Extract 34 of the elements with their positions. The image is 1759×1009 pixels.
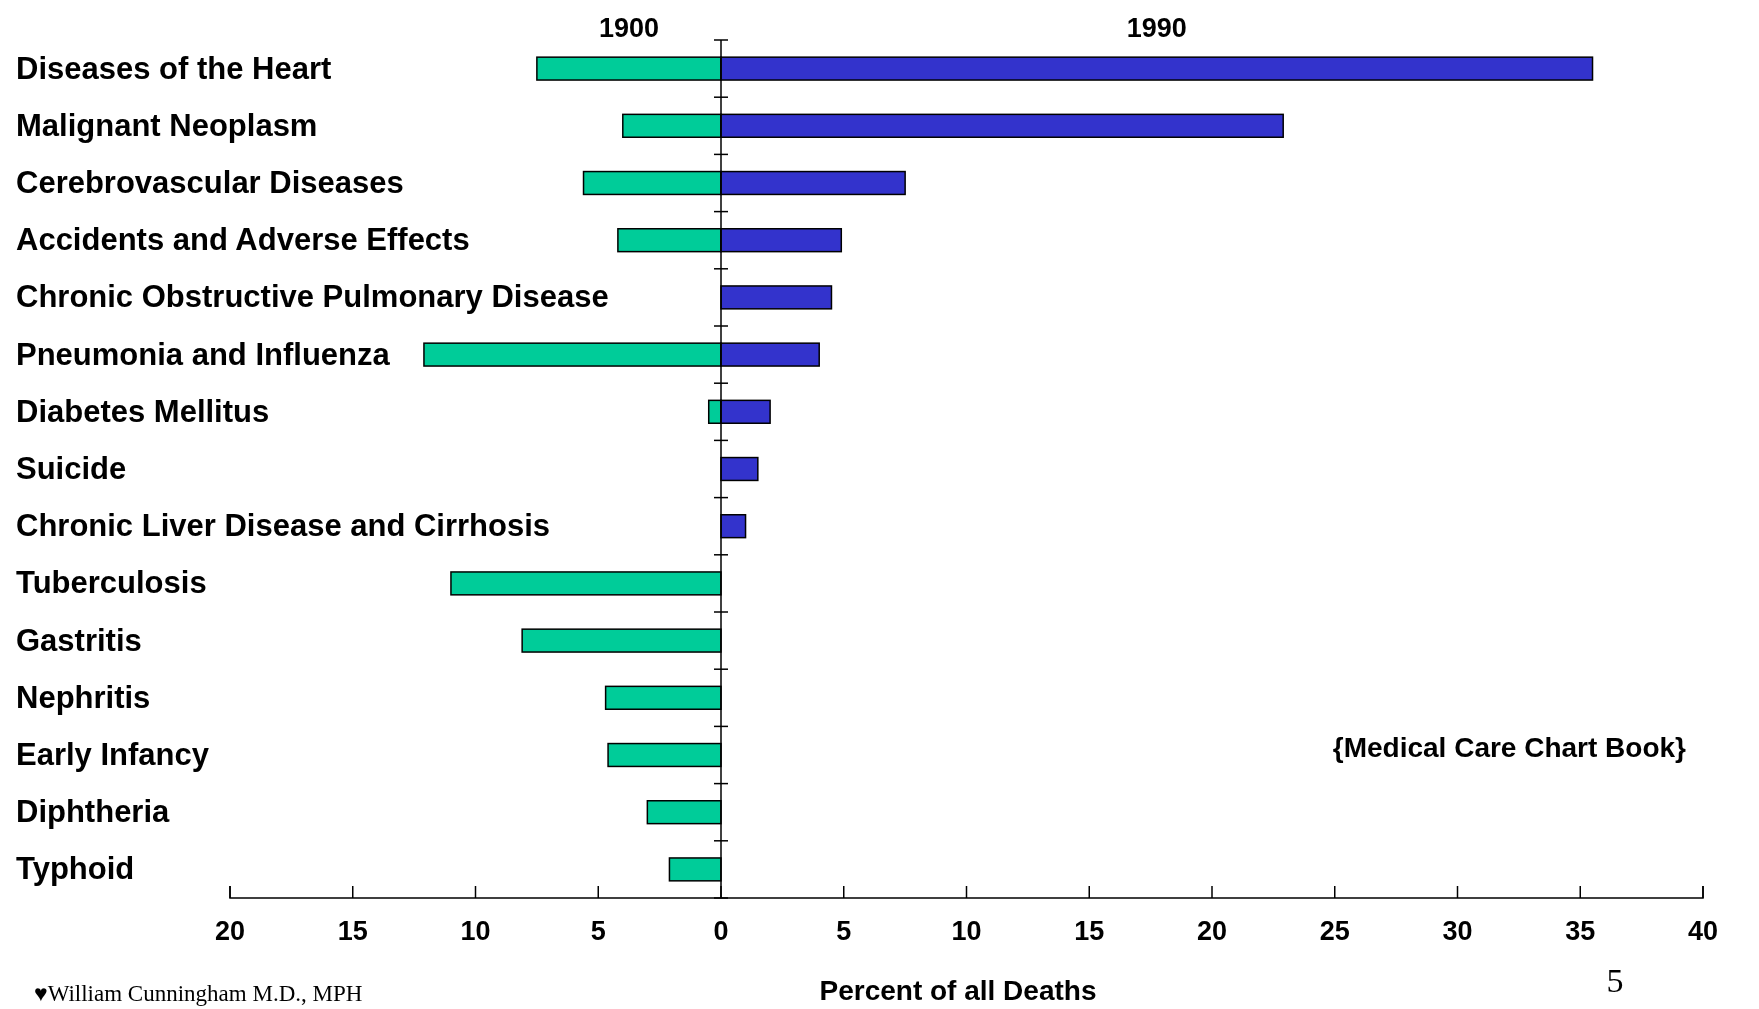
x-tick-label: 5 (590, 916, 606, 946)
annotation: {Medical Care Chart Book} (1332, 732, 1687, 763)
y-tick-label: Chronic Obstructive Pulmonary Disease (16, 279, 609, 315)
y-tick-label: Malignant Neoplasm (16, 107, 318, 143)
x-axis-title: Percent of all Deaths (819, 975, 1097, 1006)
x-tick-label: 40 (1687, 916, 1719, 946)
y-tick-label: Early Infancy (16, 737, 210, 772)
text: ♥William Cunningham M.D., MPH (34, 981, 363, 1006)
y-tick-label: Typhoid (16, 851, 135, 887)
y-tick-label: Accidents and Adverse Effects (16, 222, 470, 258)
text: 5 (1606, 962, 1624, 999)
x-tick-label: 25 (1319, 916, 1350, 946)
y-tick-label: Pneumonia and Influenza (16, 336, 391, 372)
x-tick-label: 30 (1442, 916, 1473, 946)
x-tick-label: 10 (460, 916, 491, 946)
x-tick-label: 15 (337, 916, 368, 946)
x-tick-label: 35 (1565, 916, 1596, 946)
y-tick-label: Diphtheria (16, 794, 171, 830)
y-tick-label: Chronic Liver Disease and Cirrhosis (16, 508, 551, 544)
y-tick-label: Diseases of the Heart (16, 50, 332, 86)
y-tick-label: Cerebrovascular Diseases (16, 165, 404, 200)
x-tick-label: 0 (713, 916, 729, 946)
x-tick-label: 20 (1196, 916, 1228, 946)
x-tick-label: 10 (951, 916, 982, 946)
y-tick-label: Gastritis (16, 622, 142, 658)
x-tick-label: 20 (214, 916, 246, 946)
legend-label: 1900 (598, 13, 659, 44)
y-tick-label: Nephritis (16, 679, 151, 715)
y-tick-label: Diabetes Mellitus (16, 393, 270, 429)
y-tick-label: Suicide (16, 451, 127, 486)
x-tick-label: 5 (836, 916, 852, 946)
series-label: 1990 (1126, 13, 1187, 44)
y-tick-label: Tuberculosis (16, 565, 207, 601)
x-tick-label: 15 (1074, 916, 1105, 946)
